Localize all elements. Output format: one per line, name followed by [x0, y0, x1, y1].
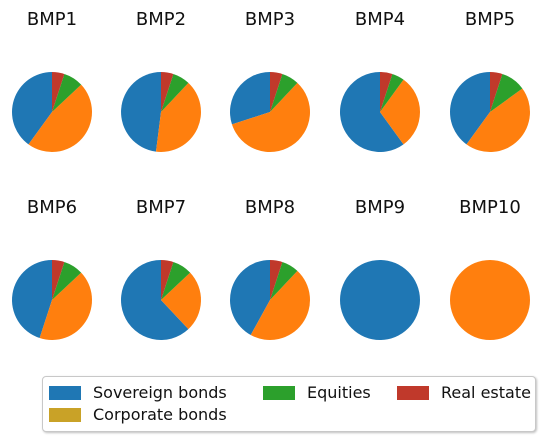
legend-item-corporate-bonds: Corporate bonds: [49, 405, 227, 424]
pie-slice-bmp5-sovereign-bonds: [450, 72, 490, 145]
pie-title-bmp10: BMP10: [459, 197, 521, 218]
pie-slice-bmp3-corporate-bonds: [231, 82, 311, 153]
pie-slice-bmp1-real-estate: [52, 72, 65, 112]
legend-swatch-real-estate: [397, 385, 429, 400]
pie-slice-bmp8-real-estate: [270, 260, 283, 300]
pie-title-bmp6: BMP6: [27, 197, 77, 218]
legend-label-sovereign-bonds: Sovereign bonds: [93, 383, 227, 402]
pie-slice-bmp4-sovereign-bonds: [339, 72, 404, 152]
legend-swatch-sovereign-bonds: [49, 385, 81, 400]
pie-title-bmp2: BMP2: [136, 9, 186, 30]
legend-swatch-corporate-bonds: [49, 407, 81, 422]
pie-slice-bmp2-equities: [161, 73, 189, 112]
pie-slice-bmp6-real-estate: [52, 260, 65, 300]
pie-slice-bmp8-equities: [270, 261, 298, 300]
pie-slice-bmp7-sovereign-bonds: [120, 260, 189, 340]
legend-item-sovereign-bonds: Sovereign bonds: [49, 383, 227, 402]
pie-title-bmp5: BMP5: [465, 9, 515, 30]
pie-slice-bmp7-corporate-bonds: [161, 272, 201, 330]
pie-slice-bmp2-sovereign-bonds: [121, 72, 161, 152]
pie-slice-bmp3-real-estate: [270, 72, 283, 112]
legend-swatch-equities: [263, 385, 295, 400]
pie-slice-bmp5-real-estate: [490, 72, 503, 112]
pie-slice-bmp1-equities: [52, 73, 82, 112]
legend-item-real-estate: Real estate: [397, 383, 531, 402]
legend-item-equities: Equities: [263, 383, 371, 402]
pie-title-bmp4: BMP4: [355, 9, 405, 30]
pie-slice-bmp2-corporate-bonds: [155, 82, 201, 152]
pie-title-bmp9: BMP9: [355, 197, 405, 218]
pie-slice-bmp6-equities: [52, 261, 82, 300]
pie-slice-bmp5-corporate-bonds: [466, 88, 530, 152]
pie-slice-bmp4-real-estate: [380, 72, 393, 112]
pie-slice-bmp10-corporate-bonds: [450, 260, 530, 340]
pie-slice-bmp4-equities: [380, 73, 404, 112]
pie-slice-bmp4-corporate-bonds: [380, 79, 420, 145]
pie-slice-bmp6-corporate-bonds: [39, 272, 92, 340]
pie-slice-bmp5-equities: [490, 73, 523, 112]
pie-title-bmp1: BMP1: [27, 9, 77, 30]
pie-title-bmp8: BMP8: [245, 197, 295, 218]
legend: Sovereign bonds Equities Real estate Cor…: [42, 376, 536, 432]
pie-title-bmp3: BMP3: [245, 9, 295, 30]
legend-label-equities: Equities: [307, 383, 371, 402]
pie-slice-bmp6-sovereign-bonds: [12, 260, 52, 339]
legend-label-corporate-bonds: Corporate bonds: [93, 405, 227, 424]
pie-slice-bmp3-equities: [270, 73, 298, 112]
pie-title-bmp7: BMP7: [136, 197, 186, 218]
pie-slice-bmp7-real-estate: [161, 260, 174, 300]
legend-label-real-estate: Real estate: [441, 383, 531, 402]
pie-slice-bmp1-corporate-bonds: [28, 84, 92, 152]
pie-slice-bmp8-corporate-bonds: [250, 270, 310, 340]
pie-slice-bmp1-sovereign-bonds: [12, 72, 53, 145]
pie-slice-bmp7-equities: [161, 261, 191, 300]
pie-slice-bmp8-sovereign-bonds: [230, 260, 270, 336]
pie-slice-bmp9-sovereign-bonds: [340, 260, 420, 340]
pie-slice-bmp2-real-estate: [161, 72, 174, 112]
pie-slice-bmp3-sovereign-bonds: [230, 72, 270, 125]
